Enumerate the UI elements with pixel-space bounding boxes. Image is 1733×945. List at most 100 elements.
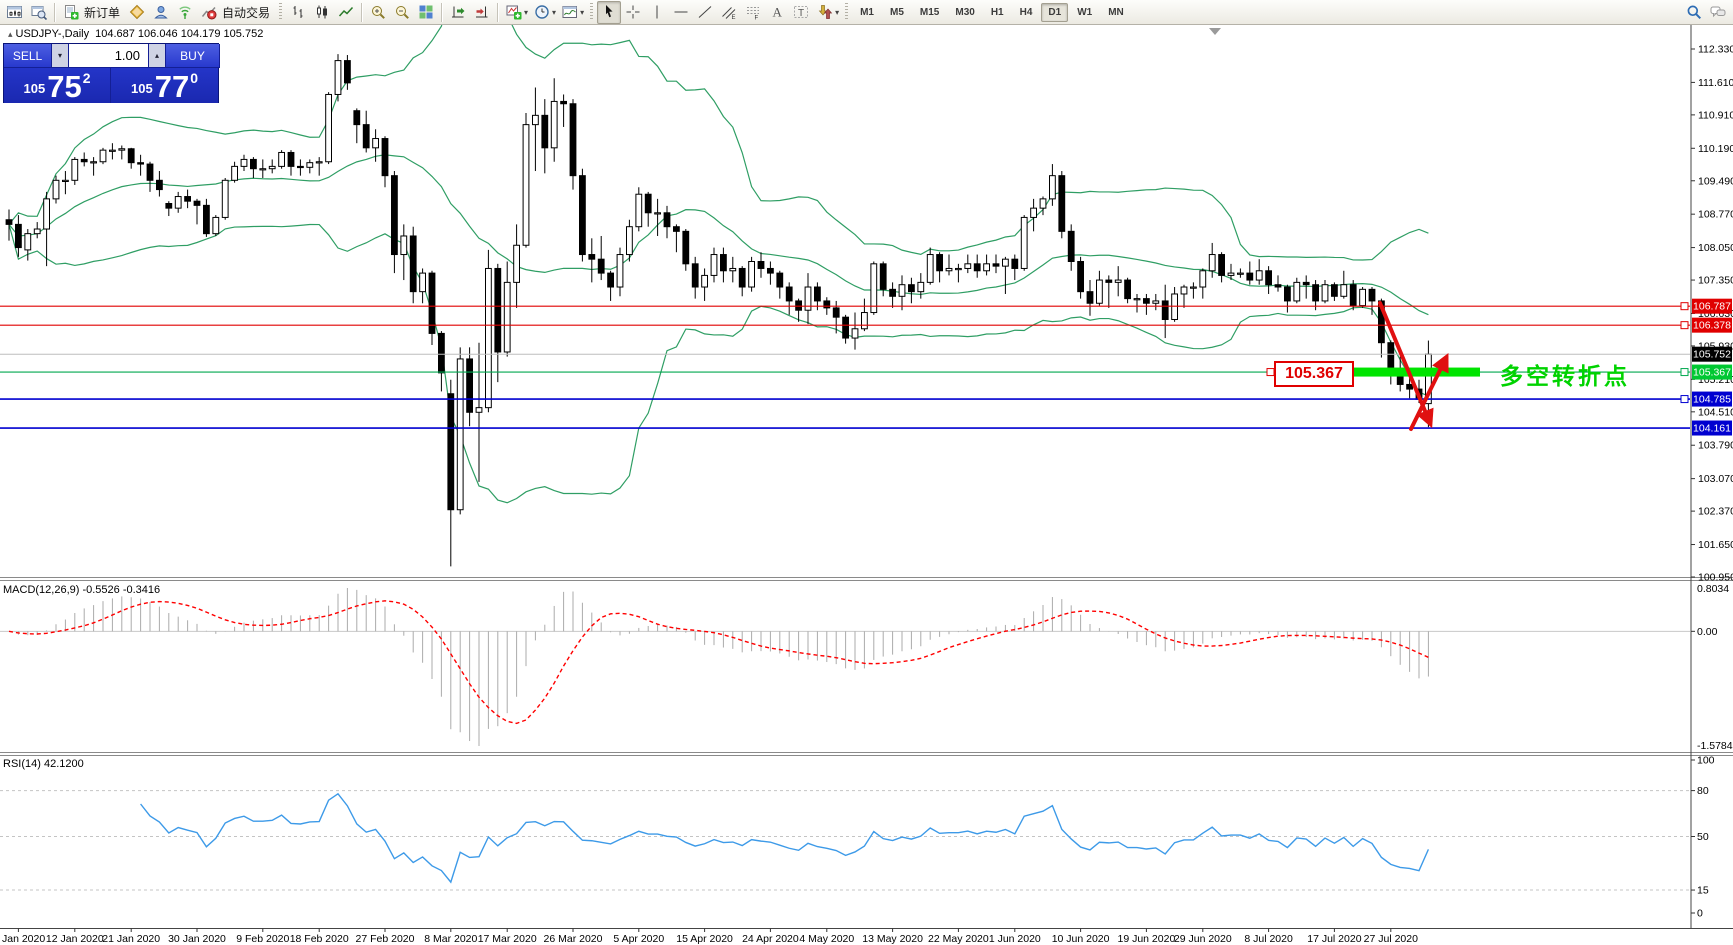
templates-dropdown-icon[interactable]: ▾ xyxy=(580,7,585,17)
buy-price: 105 77 0 xyxy=(111,68,218,103)
svg-text:29 Jun 2020: 29 Jun 2020 xyxy=(1174,933,1232,945)
trendline-icon[interactable] xyxy=(693,1,717,24)
price-axis[interactable]: 112.330 111.610 110.910 110.190 109.490 108.7… xyxy=(1680,44,1733,584)
metaeditor-icon[interactable] xyxy=(125,1,149,24)
autotrading-icon[interactable] xyxy=(197,1,221,24)
volume-increase-button[interactable]: ▴ xyxy=(149,44,166,68)
svg-text:105.367: 105.367 xyxy=(1693,367,1731,379)
svg-text:27 Feb 2020: 27 Feb 2020 xyxy=(356,933,415,945)
line-chart-icon[interactable] xyxy=(334,1,358,24)
timeframe-mn-button[interactable]: MN xyxy=(1108,6,1124,18)
svg-text:109.490: 109.490 xyxy=(1698,175,1733,187)
bollinger-bands xyxy=(8,25,1429,504)
ohlc-values: 104.687 106.046 104.179 105.752 xyxy=(95,28,264,40)
buy-button[interactable]: BUY xyxy=(166,44,220,68)
horizontal-line-icon[interactable] xyxy=(669,1,693,24)
timeframe-m5-button[interactable]: M5 xyxy=(890,6,904,18)
svg-text:105.752: 105.752 xyxy=(1693,349,1731,361)
svg-text:8 Jul 2020: 8 Jul 2020 xyxy=(1244,933,1293,945)
crosshair-icon[interactable] xyxy=(621,1,645,24)
rsi-indicator xyxy=(0,790,1690,891)
volume-decrease-button[interactable]: ▾ xyxy=(52,44,69,68)
signals-icon[interactable] xyxy=(173,1,197,24)
arrows-dropdown-icon[interactable]: ▾ xyxy=(835,7,840,17)
macd-indicator xyxy=(0,588,1690,746)
svg-text:9 Feb 2020: 9 Feb 2020 xyxy=(236,933,289,945)
indicators-dropdown-icon[interactable]: ▾ xyxy=(524,7,529,17)
svg-text:Jan 2020: Jan 2020 xyxy=(2,933,45,945)
timeframe-d1-button[interactable]: D1 xyxy=(1041,2,1069,22)
chart-area[interactable]: 112.330 111.610 110.910 110.190 109.490 108.7… xyxy=(0,25,1733,945)
candlesticks xyxy=(5,54,1432,567)
search-icon[interactable] xyxy=(1682,1,1706,24)
svg-text:-1.5784: -1.5784 xyxy=(1697,740,1733,752)
indicators-icon[interactable] xyxy=(502,1,526,24)
volume-input[interactable]: 1.00 xyxy=(69,44,149,68)
svg-text:101.650: 101.650 xyxy=(1698,539,1733,551)
arrows-icon[interactable] xyxy=(813,1,837,24)
toolbar-separator xyxy=(361,2,364,22)
sell-price-prefix: 105 xyxy=(23,81,46,96)
svg-text:100: 100 xyxy=(1697,755,1715,767)
terminal-icon[interactable] xyxy=(149,1,173,24)
price-level-flag[interactable]: 105.367 xyxy=(1274,361,1354,387)
svg-text:22 May 2020: 22 May 2020 xyxy=(928,933,989,945)
timeframe-h1-button[interactable]: H1 xyxy=(990,6,1004,18)
tile-windows-icon[interactable] xyxy=(414,1,438,24)
chart-shift-icon[interactable] xyxy=(470,1,494,24)
svg-text:111.610: 111.610 xyxy=(1698,77,1733,89)
timeframe-m15-button[interactable]: M15 xyxy=(919,6,940,18)
zoom-in-icon[interactable] xyxy=(366,1,390,24)
channel-icon[interactable]: E xyxy=(717,1,741,24)
periods-dropdown-icon[interactable]: ▾ xyxy=(552,7,557,17)
timeframe-h4-button[interactable]: H4 xyxy=(1019,6,1033,18)
svg-text:F: F xyxy=(755,16,759,21)
timeframe-m1-button[interactable]: M1 xyxy=(860,6,874,18)
timeframe-m30-button[interactable]: M30 xyxy=(955,6,975,18)
svg-text:24 Apr 2020: 24 Apr 2020 xyxy=(742,933,799,945)
bar-chart-icon[interactable] xyxy=(286,1,310,24)
svg-text:50: 50 xyxy=(1697,831,1709,843)
text-label-icon[interactable]: T xyxy=(789,1,813,24)
candlestick-icon[interactable] xyxy=(310,1,334,24)
text-icon[interactable]: A xyxy=(765,1,789,24)
zoom-out-icon[interactable] xyxy=(390,1,414,24)
new-chart-icon[interactable] xyxy=(3,1,27,24)
pivot-note-text[interactable]: 多空转折点 xyxy=(1500,363,1630,389)
buy-price-big: 77 xyxy=(154,69,190,104)
annotation-arrows[interactable] xyxy=(1266,301,1480,431)
chart-shift-marker[interactable] xyxy=(1209,28,1221,35)
auto-scroll-icon[interactable] xyxy=(446,1,470,24)
horizontal-lines[interactable] xyxy=(0,305,1690,429)
svg-text:8 Mar 2020: 8 Mar 2020 xyxy=(424,933,477,945)
vertical-line-icon[interactable] xyxy=(645,1,669,24)
rsi-indicator-label: RSI(14) 42.1200 xyxy=(3,758,84,770)
svg-text:103.070: 103.070 xyxy=(1698,473,1733,485)
chart-canvas[interactable]: 112.330 111.610 110.910 110.190 109.490 108.7… xyxy=(0,25,1733,945)
toolbar-grip xyxy=(845,3,849,21)
svg-text:18 Feb 2020: 18 Feb 2020 xyxy=(290,933,349,945)
svg-text:26 Mar 2020: 26 Mar 2020 xyxy=(544,933,603,945)
sell-price[interactable]: 105 75 2 xyxy=(4,68,111,103)
collapse-panel-icon[interactable]: ▴ xyxy=(8,29,13,39)
periods-icon[interactable] xyxy=(530,1,554,24)
fibonacci-icon[interactable]: F xyxy=(741,1,765,24)
svg-text:30 Jan 2020: 30 Jan 2020 xyxy=(168,933,226,945)
toolbar-separator xyxy=(497,2,500,22)
cursor-icon[interactable] xyxy=(597,0,622,24)
indicator-axis[interactable]: 0.8034 0.00 -1.5784 100 80 50 15 0 xyxy=(1691,583,1733,920)
price-badge xyxy=(1692,346,1732,362)
sell-button[interactable]: SELL xyxy=(4,44,52,68)
svg-text:102.370: 102.370 xyxy=(1698,506,1733,518)
templates-icon[interactable] xyxy=(558,1,582,24)
svg-text:104.510: 104.510 xyxy=(1698,406,1733,418)
pane-separators[interactable] xyxy=(0,25,1733,929)
profiles-icon[interactable] xyxy=(27,1,51,24)
new-order-label: 新订单 xyxy=(84,5,121,20)
new-order-icon[interactable] xyxy=(59,1,83,24)
svg-text:112.330: 112.330 xyxy=(1698,44,1733,56)
timeframe-w1-button[interactable]: W1 xyxy=(1077,6,1093,18)
chat-icon[interactable] xyxy=(1706,1,1730,24)
